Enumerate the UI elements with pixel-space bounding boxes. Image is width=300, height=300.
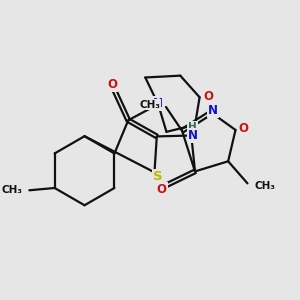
Text: H: H bbox=[188, 122, 197, 132]
Text: N: N bbox=[153, 97, 163, 110]
Text: O: O bbox=[107, 78, 117, 91]
Text: CH₃: CH₃ bbox=[140, 100, 160, 110]
Text: S: S bbox=[153, 170, 163, 183]
Text: O: O bbox=[203, 90, 213, 103]
Text: N: N bbox=[188, 129, 198, 142]
Text: O: O bbox=[239, 122, 249, 135]
Text: CH₃: CH₃ bbox=[2, 185, 22, 195]
Text: CH₃: CH₃ bbox=[254, 181, 275, 191]
Text: N: N bbox=[208, 104, 218, 117]
Text: O: O bbox=[157, 183, 167, 196]
